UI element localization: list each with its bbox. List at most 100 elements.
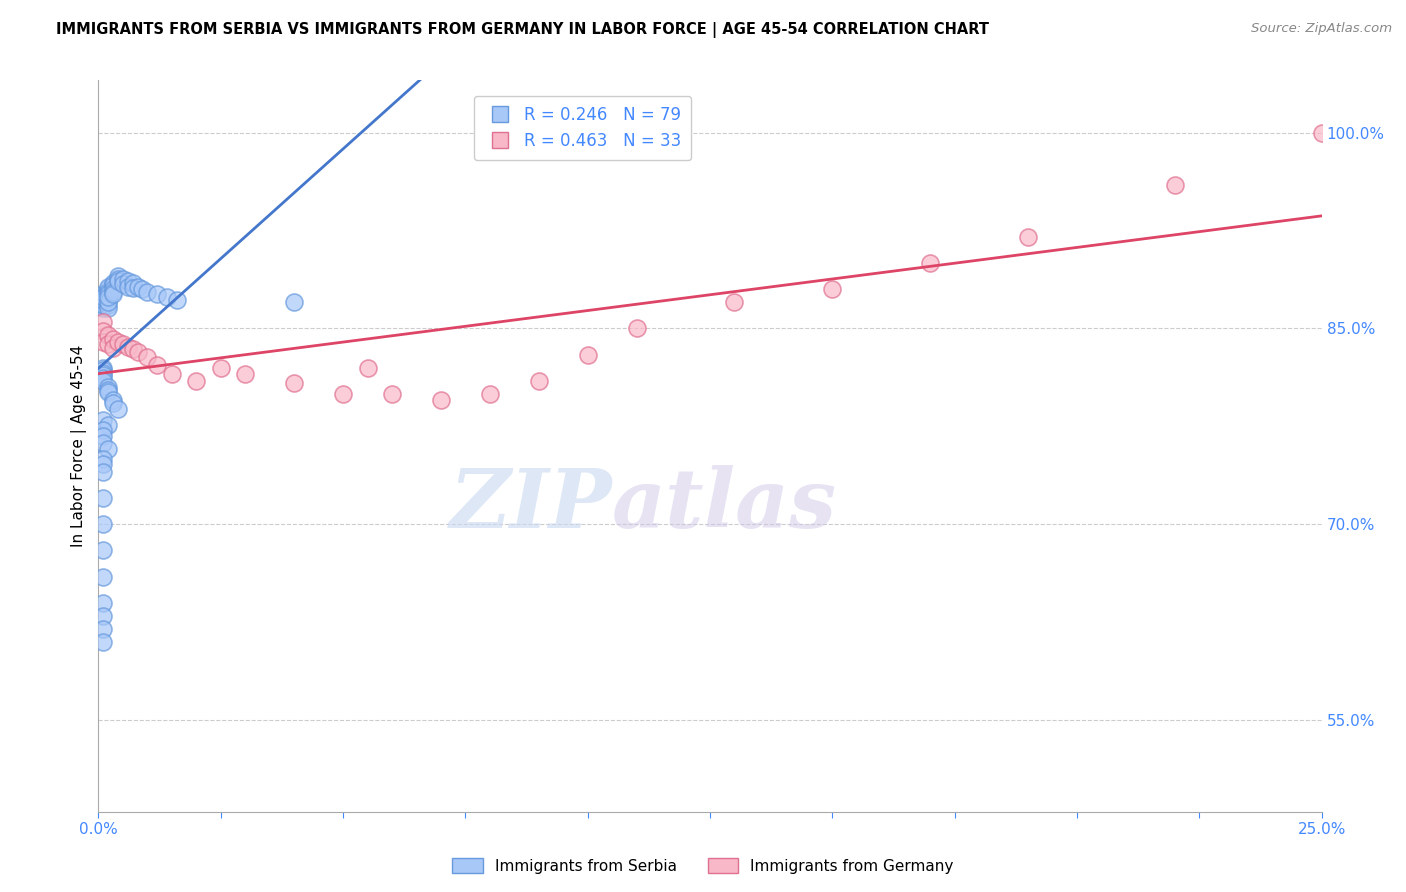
Point [97, 285, 120, 299]
Point [91, 366, 114, 380]
Point [1164, 178, 1187, 192]
Text: Source: ZipAtlas.com: Source: ZipAtlas.com [1251, 22, 1392, 36]
Point [111, 337, 134, 351]
Point [91, 368, 114, 383]
Point [146, 358, 169, 372]
Point [107, 272, 129, 286]
Point [91, 543, 114, 558]
Point [233, 367, 256, 381]
Point [91, 334, 114, 349]
Point [131, 282, 153, 296]
Point [97, 295, 120, 310]
Point [209, 360, 232, 375]
Point [91, 622, 114, 636]
Y-axis label: In Labor Force | Age 45-54: In Labor Force | Age 45-54 [72, 345, 87, 547]
Point [626, 321, 648, 335]
Point [101, 393, 124, 408]
Point [91, 569, 114, 583]
Point [91, 292, 114, 306]
Point [97, 380, 120, 394]
Legend: Immigrants from Serbia, Immigrants from Germany: Immigrants from Serbia, Immigrants from … [446, 852, 960, 880]
Point [91, 296, 114, 310]
Point [121, 281, 143, 295]
Point [91, 292, 114, 306]
Point [91, 324, 114, 338]
Point [91, 374, 114, 388]
Point [91, 290, 114, 304]
Point [146, 287, 169, 301]
Point [1310, 126, 1333, 140]
Point [91, 295, 114, 310]
Point [1017, 230, 1039, 244]
Point [160, 367, 183, 381]
Point [101, 341, 124, 355]
Point [723, 295, 745, 310]
Text: IMMIGRANTS FROM SERBIA VS IMMIGRANTS FROM GERMANY IN LABOR FORCE | AGE 45-54 COR: IMMIGRANTS FROM SERBIA VS IMMIGRANTS FRO… [56, 22, 990, 38]
Point [156, 290, 179, 304]
Text: ZIP: ZIP [450, 465, 612, 544]
Point [101, 332, 124, 346]
Point [91, 287, 114, 301]
Point [91, 293, 114, 308]
Point [107, 402, 129, 417]
Point [430, 393, 453, 408]
Point [91, 413, 114, 427]
Point [91, 315, 114, 329]
Point [101, 276, 124, 290]
Point [91, 517, 114, 532]
Point [91, 596, 114, 610]
Point [91, 436, 114, 450]
Point [97, 383, 120, 397]
Point [111, 277, 134, 291]
Point [166, 293, 188, 307]
Point [283, 376, 305, 391]
Point [97, 442, 120, 456]
Point [136, 285, 159, 299]
Point [97, 418, 120, 433]
Point [97, 385, 120, 400]
Legend: R = 0.246   N = 79, R = 0.463   N = 33: R = 0.246 N = 79, R = 0.463 N = 33 [474, 96, 690, 161]
Point [91, 428, 114, 442]
Point [91, 452, 114, 467]
Point [97, 282, 120, 296]
Point [101, 278, 124, 293]
Point [91, 295, 114, 310]
Point [283, 295, 305, 310]
Point [527, 374, 550, 388]
Point [91, 296, 114, 310]
Point [576, 348, 599, 362]
Point [91, 635, 114, 649]
Point [821, 282, 844, 296]
Point [920, 256, 942, 270]
Point [332, 386, 354, 401]
Point [91, 293, 114, 307]
Point [91, 298, 114, 312]
Point [91, 290, 114, 304]
Point [107, 334, 129, 349]
Point [127, 345, 149, 359]
Point [97, 301, 120, 315]
Point [381, 386, 404, 401]
Point [107, 275, 129, 289]
Point [117, 340, 139, 354]
Text: atlas: atlas [612, 465, 838, 544]
Point [91, 293, 114, 307]
Point [121, 343, 143, 357]
Point [117, 279, 139, 293]
Point [107, 269, 129, 284]
Point [356, 360, 378, 375]
Point [91, 293, 114, 308]
Point [97, 298, 120, 312]
Point [97, 290, 120, 304]
Point [101, 285, 124, 299]
Point [111, 272, 134, 286]
Point [101, 282, 124, 296]
Point [91, 298, 114, 312]
Point [478, 386, 501, 401]
Point [97, 337, 120, 351]
Point [186, 374, 208, 388]
Point [121, 276, 143, 290]
Point [91, 289, 114, 303]
Point [91, 293, 114, 307]
Point [91, 298, 114, 312]
